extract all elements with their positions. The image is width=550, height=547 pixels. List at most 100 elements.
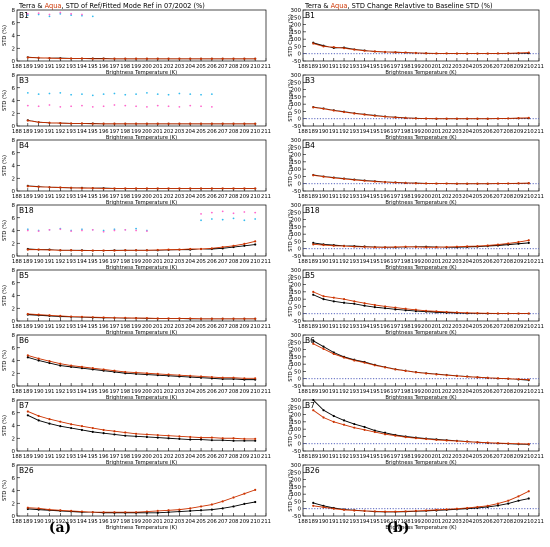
panel-a-b4-xtick-label: 197: [109, 194, 119, 200]
panel-b-b18-xtick-label: 203: [452, 259, 462, 265]
panel-b-b18-xtick-label: 196: [380, 259, 390, 265]
panel-b-b6-series-2-point: [404, 369, 407, 372]
panel-a-b7-xtick-label: 209: [239, 454, 249, 460]
panel-b-b4-xtick-label: 202: [442, 194, 452, 200]
panel-b-title-part: , STD Change Relavtive to Baseline STD (…: [347, 2, 492, 10]
panel-a-b18-series-3-point: [81, 228, 83, 231]
panel-a-b3-ytick-label: 0: [12, 124, 16, 130]
panel-b-b3-ytick-label: 100: [291, 102, 302, 108]
panel-a-b4-xtick-label: 200: [142, 194, 152, 200]
panel-b-b6-series-2-point: [312, 342, 315, 345]
panel-a-title-part: Aqua: [45, 2, 62, 10]
panel-a-b7-series-2-point: [178, 435, 181, 438]
panel-b-b5-xtick-label: 193: [349, 324, 359, 330]
panel-b-b3-series-1-line: [313, 106, 529, 120]
panel-a-b3-xtick-label: 192: [55, 129, 65, 135]
panel-b-b4-ytick-label: 100: [291, 167, 302, 173]
panel-b-b3-xlabel: Brightness Temperature (K): [385, 135, 456, 141]
panel-b-b1-xtick-label: 206: [483, 64, 493, 70]
panel-a-b1-series-2-point: [59, 57, 62, 60]
panel-a-b26-series-2-point: [124, 511, 127, 514]
panel-b-b18-ylabel: STD Change (%): [288, 209, 294, 252]
panel-a-b26-ytick-label: 8: [12, 463, 16, 469]
panel-a-b7-series-1-point: [189, 438, 192, 441]
panel-a-b18-ytick-label: 6: [12, 216, 16, 222]
panel-b-b7-series-1-point: [363, 425, 366, 429]
panel-a-b18-series-4-point: [59, 228, 62, 231]
panel-b-b3-series-2-point: [363, 113, 366, 116]
panel-b-b7-xtick-label: 206: [483, 454, 493, 460]
panel-b-b1-xtick-label: 203: [452, 64, 462, 70]
panel-b-b26-series-2-point: [435, 508, 438, 511]
panel-b-b3-series-2-line: [313, 106, 529, 120]
panel-a-b6-series-2-point: [102, 368, 105, 371]
panel-a-b3-ytick-label: 8: [12, 73, 16, 79]
panel-b-b7-xtick-label: 196: [380, 454, 390, 460]
panel-a-b1-xtick-label: 198: [120, 64, 130, 70]
panel-b-b18-xtick-label: 200: [421, 259, 431, 265]
panel-a-b3-xtick-label: 210: [250, 129, 260, 135]
panel-b-b7-xtick-label: 197: [390, 454, 400, 460]
panel-a-b18-ytick-label: 4: [12, 229, 16, 235]
panel-b-b3-ytick-label: 0: [298, 117, 302, 123]
panel-a-b7-series-1-point: [221, 439, 224, 442]
panel-a-b18-xtick-label: 200: [142, 259, 152, 265]
panel-b-b18-series-2-point: [425, 246, 428, 249]
panel-a-b6-series-2-point: [145, 372, 149, 375]
panel-a-b4-xtick-label: 188: [12, 194, 22, 200]
panel-b-b3-xtick-label: 191: [329, 129, 339, 135]
panel-a-b3-series-4-point: [135, 105, 137, 108]
panel-b-b7-series-1-point: [342, 419, 346, 422]
panel-b-b3-ylabel: STD Change (%): [288, 79, 294, 122]
panel-a-b4-xlabel: Brightness Temperature (K): [106, 200, 177, 206]
panel-b-b3-series-2-point: [404, 116, 407, 120]
panel-b-b6-xtick-label: 210: [524, 389, 534, 395]
panel-a-b1-series-4-point: [81, 13, 83, 16]
panel-a-b7-series-1-line: [27, 414, 256, 442]
panel-b-b6-xtick-label: 188: [298, 389, 308, 395]
panel-a-b26-series-1-point: [221, 507, 224, 510]
panel-a-b1-xtick-label: 192: [55, 64, 65, 70]
panel-b-b7-xtick-label: 195: [370, 454, 380, 460]
panel-a-b7-xtick-label: 202: [164, 454, 174, 460]
panel-a-b18-xtick-label: 201: [153, 259, 163, 265]
panel-b-b4-series-2-point: [312, 174, 315, 177]
panel-b-b3-xtick-label: 194: [360, 129, 371, 135]
panel-b-b3-band-label: B3: [305, 76, 315, 85]
panel-a-b4-series-2-point: [113, 187, 116, 190]
panel-b-b5-series-2-point: [312, 290, 315, 293]
panel-a-b18-series-4-point: [102, 230, 105, 233]
panel-b-b5-xtick-label: 191: [329, 324, 339, 330]
panel-a-b5-series-2-point: [91, 316, 94, 319]
panel-a-b18-series-4-point: [146, 230, 148, 233]
panel-b-b5-ytick-label: 100: [291, 297, 302, 303]
caption-b: (b): [386, 520, 410, 536]
panel-a-b18-ytick-label: 0: [12, 254, 16, 260]
panel-b-b6-series-2-point: [496, 377, 500, 380]
panel-a-b18-xtick-label: 205: [196, 259, 206, 265]
panel-b-b18-series-2-point: [363, 245, 366, 249]
panel-b-b26-series-2-point: [373, 510, 376, 513]
panel-a-b4-xtick-label: 210: [250, 194, 260, 200]
panel-a-b18-series-2-point: [232, 244, 235, 247]
panel-a-b7-series-2-point: [26, 410, 29, 413]
panel-a-b1-series-2-point: [124, 57, 127, 60]
panel-b-b4-series-2-point: [342, 177, 346, 181]
panel-a-b18-series-1-point: [243, 244, 246, 247]
panel-b-b7-series-2-point: [517, 442, 520, 445]
panel-a-b1-series-2-point: [102, 57, 105, 60]
panel-b-b18-xtick-label: 204: [462, 259, 473, 265]
panel-b-b4-xlabel: Brightness Temperature (K): [385, 200, 456, 206]
panel-b-b6-series-1-point: [312, 339, 315, 342]
panel-a-b3-series-2-point: [59, 122, 62, 125]
panel-a-b6-series-2-point: [232, 376, 235, 379]
panel-a-b3-series-4-point: [113, 104, 116, 106]
panel-b-b26-xtick-label: 202: [442, 519, 452, 525]
panel-b-b4-xtick-label: 205: [472, 194, 482, 200]
panel-a-b3-series-2-point: [221, 122, 224, 125]
panel-a-b3-xtick-label: 205: [196, 129, 206, 135]
panel-b-b7-ytick-label: 0: [298, 442, 302, 448]
panel-a-b7-xtick-label: 193: [66, 454, 76, 460]
panel-b-b5-xtick-label: 197: [390, 324, 400, 330]
panel-b-b3-series-2-point: [414, 117, 417, 120]
